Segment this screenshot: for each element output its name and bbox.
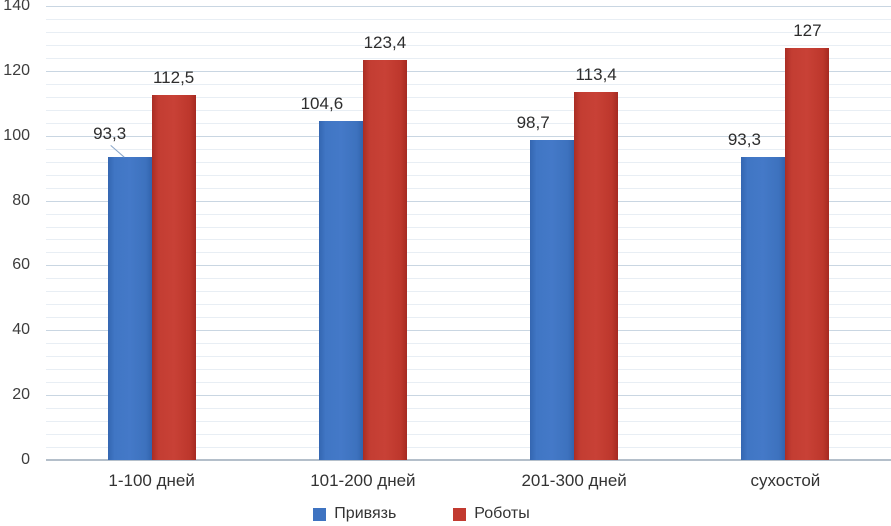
y-tick-label: 120: [3, 61, 30, 79]
data-label-privyaz-0: 93,3: [93, 124, 127, 144]
major-gridline: [46, 265, 891, 267]
minor-gridline: [46, 187, 891, 189]
minor-gridline: [46, 382, 891, 384]
data-label-privyaz-2: 98,7: [516, 112, 550, 132]
major-gridline: [46, 6, 891, 7]
major-gridline: [46, 200, 891, 202]
x-axis-line: [46, 459, 891, 461]
minor-gridline: [46, 122, 891, 124]
y-tick-label: 140: [3, 0, 30, 14]
major-gridline: [46, 330, 891, 332]
category-label-0: 1-100 дней: [108, 471, 195, 490]
major-gridline: [46, 135, 891, 137]
minor-gridline: [46, 213, 891, 215]
minor-gridline: [46, 343, 891, 345]
bar-roboty-3: [785, 48, 830, 460]
minor-gridline: [46, 226, 891, 228]
legend-swatch-roboty: [453, 507, 467, 521]
minor-gridline: [46, 421, 891, 423]
data-label-roboty-3: 127: [793, 21, 822, 41]
category-label-2: 201-300 дней: [521, 471, 627, 490]
data-label-privyaz-1: 104,6: [300, 93, 344, 113]
data-label-privyaz-3: 93,3: [727, 130, 761, 150]
minor-gridline: [46, 434, 891, 436]
minor-gridline: [46, 57, 891, 59]
y-tick-label: 0: [21, 451, 30, 468]
minor-gridline: [46, 408, 891, 410]
legend-swatch-privyaz: [313, 507, 327, 521]
minor-gridline: [46, 148, 891, 150]
minor-gridline: [46, 278, 891, 280]
data-label-roboty-0: 112,5: [152, 68, 195, 88]
minor-gridline: [46, 83, 891, 85]
y-tick-label: 80: [12, 191, 30, 209]
minor-gridline: [46, 369, 891, 371]
y-tick-label: 60: [12, 256, 30, 274]
y-tick-label: 100: [3, 126, 30, 144]
label-leader-line: [109, 145, 125, 159]
bar-roboty-2: [574, 92, 619, 460]
data-label-roboty-2: 113,4: [575, 65, 617, 85]
minor-gridline: [46, 109, 891, 111]
y-tick-label: 40: [12, 321, 30, 339]
legend-label-roboty: Роботы: [474, 505, 530, 522]
minor-gridline: [46, 447, 891, 449]
minor-gridline: [46, 44, 891, 46]
legend-item-privyaz: Привязь: [313, 504, 396, 524]
y-tick-label: 20: [12, 386, 30, 404]
legend: Привязь Роботы: [0, 504, 867, 524]
bar-roboty-1: [362, 59, 407, 460]
minor-gridline: [46, 291, 891, 293]
minor-gridline: [46, 356, 891, 358]
data-label-roboty-1: 123,4: [363, 32, 407, 52]
minor-gridline: [46, 317, 891, 319]
minor-gridline: [46, 96, 891, 98]
bar-roboty-0: [151, 95, 196, 460]
bar-privyaz-1: [318, 120, 363, 460]
minor-gridline: [46, 304, 891, 306]
bar-privyaz-0: [107, 157, 152, 460]
category-label-3: сухостой: [750, 471, 821, 490]
minor-gridline: [46, 239, 891, 241]
minor-gridline: [46, 18, 891, 20]
bar-privyaz-3: [741, 157, 786, 460]
major-gridline: [46, 70, 891, 72]
minor-gridline: [46, 174, 891, 176]
minor-gridline: [46, 161, 891, 163]
bar-privyaz-2: [530, 139, 575, 460]
category-label-1: 101-200 дней: [310, 471, 416, 490]
legend-item-roboty: Роботы: [453, 504, 530, 524]
major-gridline: [46, 395, 891, 397]
minor-gridline: [46, 31, 891, 33]
minor-gridline: [46, 252, 891, 254]
legend-label-privyaz: Привязь: [334, 505, 397, 522]
